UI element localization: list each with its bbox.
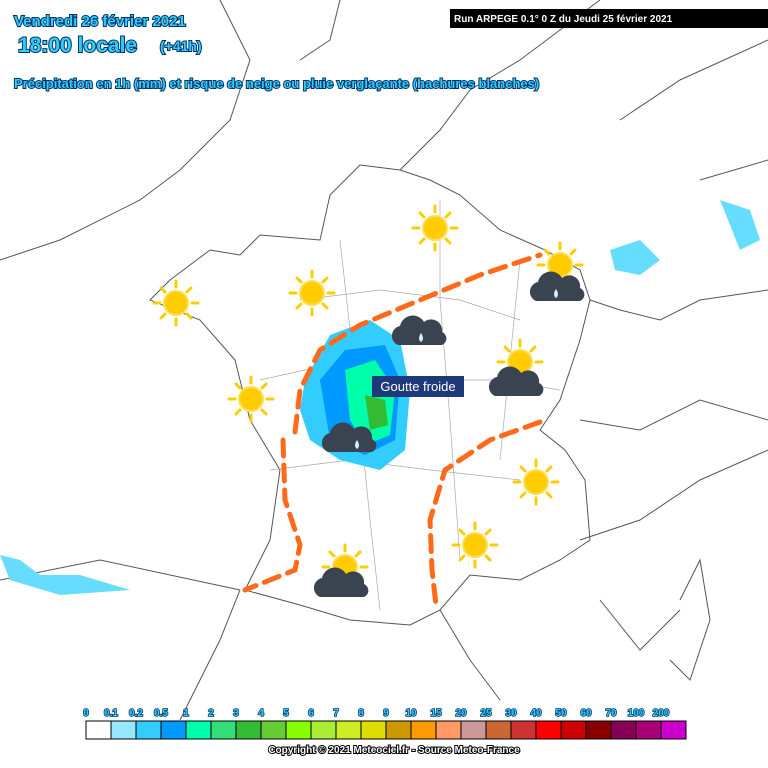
date: Vendredi 26 février 2021 xyxy=(14,13,186,30)
legend-label: 5 xyxy=(283,708,289,719)
legend-swatch xyxy=(360,720,387,740)
lead-time: (+41h) xyxy=(160,38,202,54)
legend-swatch xyxy=(185,720,212,740)
legend-swatch xyxy=(560,720,587,740)
run-box xyxy=(450,9,768,28)
legend-swatch xyxy=(210,720,237,740)
legend-label: 2 xyxy=(208,708,214,719)
legend-label: 60 xyxy=(580,708,592,719)
legend-swatch xyxy=(460,720,487,740)
legend-label: 200 xyxy=(653,708,670,719)
legend-label: 100 xyxy=(628,708,645,719)
legend-swatch xyxy=(610,720,637,740)
annotation-box xyxy=(372,376,464,397)
legend-label: 9 xyxy=(383,708,389,719)
legend-label: 6 xyxy=(308,708,314,719)
legend-label: 20 xyxy=(455,708,467,719)
legend-swatch xyxy=(85,720,112,740)
legend-label: 0 xyxy=(83,708,89,719)
legend-label: 50 xyxy=(555,708,567,719)
legend-swatch xyxy=(660,720,687,740)
legend-swatch xyxy=(435,720,462,740)
legend-swatch xyxy=(285,720,312,740)
legend-swatch xyxy=(635,720,662,740)
legend-label: 4 xyxy=(258,708,264,719)
legend-swatch xyxy=(485,720,512,740)
subtitle: Précipitation en 1h (mm) et risque de ne… xyxy=(14,76,539,91)
legend-label: 0.5 xyxy=(154,708,168,719)
legend-swatch xyxy=(160,720,187,740)
legend-swatch xyxy=(585,720,612,740)
legend-swatch xyxy=(335,720,362,740)
legend-swatch xyxy=(410,720,437,740)
annotation: Goutte froide xyxy=(380,379,455,394)
copyright: Copyright © 2021 Meteociel.fr - Source M… xyxy=(268,745,520,756)
legend-swatch xyxy=(535,720,562,740)
legend-label: 25 xyxy=(480,708,492,719)
legend-label: 8 xyxy=(358,708,364,719)
legend-swatch xyxy=(510,720,537,740)
legend-swatch xyxy=(310,720,337,740)
legend-label: 1 xyxy=(183,708,189,719)
fronts xyxy=(242,252,543,608)
run-label: Run ARPEGE 0.1° 0 Z du Jeudi 25 février … xyxy=(454,14,673,25)
legend-label: 0.2 xyxy=(129,708,143,719)
legend-label: 7 xyxy=(333,708,339,719)
legend-swatch xyxy=(385,720,412,740)
legend-swatch xyxy=(110,720,137,740)
time: 18:00 locale xyxy=(18,34,137,57)
legend-label: 3 xyxy=(233,708,239,719)
legend-label: 15 xyxy=(430,708,442,719)
legend-label: 30 xyxy=(505,708,517,719)
legend-swatch xyxy=(260,720,287,740)
legend-swatch xyxy=(235,720,262,740)
legend-label: 40 xyxy=(530,708,542,719)
legend-label: 70 xyxy=(605,708,617,719)
legend: 0 0.1 0.2 0.5 1 2 3 4 5 6 7 8 9 10 15 20 25 30 40 50 60 70 100… xyxy=(82,707,687,740)
weather-icons xyxy=(152,204,585,597)
legend-swatch xyxy=(135,720,162,740)
legend-label: 10 xyxy=(405,708,417,719)
legend-label: 0.1 xyxy=(104,708,118,719)
